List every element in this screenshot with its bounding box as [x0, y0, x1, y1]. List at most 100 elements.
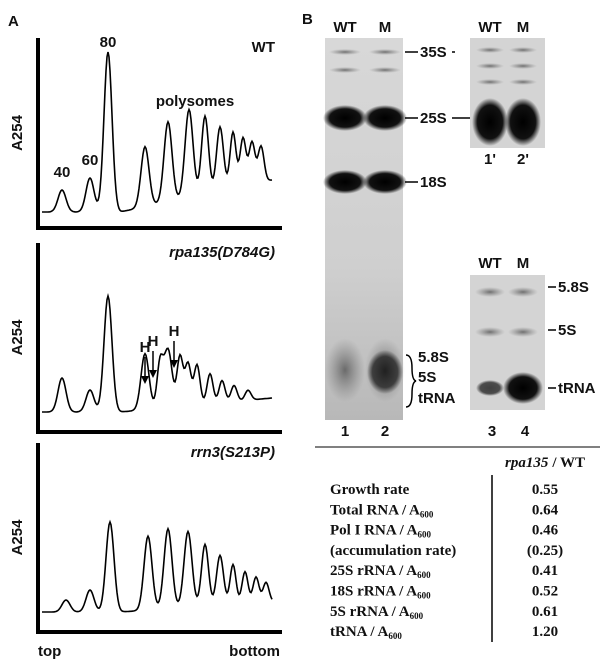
lane-number: 1: [341, 423, 349, 440]
lane-label: WT: [478, 19, 501, 36]
row-label: tRNA / A600: [330, 624, 402, 641]
lane-number: 4: [521, 423, 530, 440]
h-label: H: [140, 339, 151, 356]
h-label: H: [148, 333, 159, 350]
y-label: A254: [9, 319, 26, 356]
row-label-sub: 600: [418, 530, 432, 540]
panel-label: A: [8, 13, 19, 30]
lane-number: 1': [484, 151, 496, 168]
row-label: 25S rRNA / A600: [330, 563, 431, 580]
smear: [367, 350, 403, 394]
lane-label: M: [517, 19, 530, 36]
band-faint: [329, 49, 361, 55]
row-label-text: Total RNA / A: [330, 502, 420, 518]
row-label: Pol I RNA / A600: [330, 523, 432, 540]
row-value: 0.41: [532, 563, 558, 579]
header-gene: rpa135: [505, 455, 549, 471]
panel-label: B: [302, 11, 313, 28]
x-end: bottom: [229, 643, 280, 660]
band: [363, 170, 407, 194]
band-label: 5S: [558, 322, 576, 339]
header-rest: / WT: [551, 455, 585, 471]
band: [363, 105, 407, 131]
trace-title: rrn3(S213P): [191, 444, 275, 461]
band-faint: [476, 47, 504, 53]
band-label: tRNA: [558, 380, 596, 397]
lane-label: WT: [478, 255, 501, 272]
lane-label: M: [379, 19, 392, 36]
row-label-text: Growth rate: [330, 482, 410, 498]
band-faint: [509, 47, 537, 53]
band-faint: [509, 63, 537, 69]
band: [323, 105, 367, 131]
row-label: Total RNA / A600: [330, 502, 434, 519]
lane-number: 3: [488, 423, 496, 440]
row-label-text: 18S rRNA / A: [330, 584, 417, 600]
peak-label: 40: [54, 164, 71, 181]
row-value: 0.52: [532, 584, 558, 600]
row-label: (accumulation rate): [330, 543, 456, 559]
h-label: H: [169, 323, 180, 340]
band-faint: [369, 67, 401, 73]
polysome-trace: [42, 51, 273, 213]
arrowhead: [149, 370, 157, 378]
row-label-sub: 600: [410, 611, 424, 621]
y-label: A254: [9, 114, 26, 151]
polysome-trace: [42, 293, 273, 413]
band: [472, 98, 508, 146]
band: [505, 98, 541, 146]
row-value: 0.64: [532, 502, 559, 518]
band-faint: [508, 287, 538, 297]
band-faint: [475, 327, 505, 337]
lane-label: WT: [333, 19, 356, 36]
arrowhead: [141, 376, 149, 384]
bracket: [405, 354, 417, 408]
polysome-trace: [42, 519, 273, 613]
table-header: rpa135/ WT: [505, 455, 585, 471]
panel-b: B WT 1 M 2 35S 25S 18S 5.8S 5S tRNA WT 1' M 2' WT 3 M 4 5.8…: [302, 11, 596, 440]
band-label: tRNA: [418, 390, 456, 407]
row-label-text: 25S rRNA / A: [330, 563, 417, 579]
peak-label: polysomes: [156, 93, 234, 110]
peak-label: 80: [100, 34, 117, 51]
row-label-sub: 600: [417, 570, 431, 580]
row-value: 1.20: [532, 624, 558, 640]
band-faint: [476, 79, 504, 85]
lane-number: 2': [517, 151, 529, 168]
peak-label: 60: [82, 152, 99, 169]
row-label-text: Pol I RNA / A: [330, 523, 418, 539]
row-value: 0.55: [532, 482, 558, 498]
trace-title: WT: [252, 39, 275, 56]
band-faint: [476, 63, 504, 69]
row-label: Growth rate: [330, 482, 410, 498]
row-label: 18S rRNA / A600: [330, 584, 431, 601]
band-faint: [509, 79, 537, 85]
row-label-sub: 600: [417, 591, 431, 601]
row-label-sub: 600: [420, 509, 434, 519]
y-label: A254: [9, 519, 26, 556]
lane-number: 2: [381, 423, 389, 440]
panel-a: A A254 WT A254 rpa135(D784G) A254 rrn3(S213P) 4…: [8, 13, 282, 660]
band-label: 25S: [420, 110, 447, 127]
row-label-text: 5S rRNA / A: [330, 604, 410, 620]
band-faint: [329, 67, 361, 73]
band: [476, 380, 504, 396]
row-value: 0.46: [532, 523, 559, 539]
band-faint: [475, 287, 505, 297]
band-label: 5.8S: [558, 279, 589, 296]
row-label-text: (accumulation rate): [330, 543, 456, 559]
band-label: 5.8S: [418, 349, 449, 366]
band-faint: [369, 49, 401, 55]
band: [323, 170, 367, 194]
row-value: (0.25): [527, 543, 563, 559]
row-label-text: tRNA / A: [330, 624, 389, 640]
x-start: top: [38, 643, 61, 660]
band-label: 35S: [420, 44, 447, 61]
band-label: 5S: [418, 369, 436, 386]
row-label-sub: 600: [388, 631, 402, 641]
lane-label: M: [517, 255, 530, 272]
arrowhead: [170, 360, 178, 368]
row-value: 0.61: [532, 604, 558, 620]
